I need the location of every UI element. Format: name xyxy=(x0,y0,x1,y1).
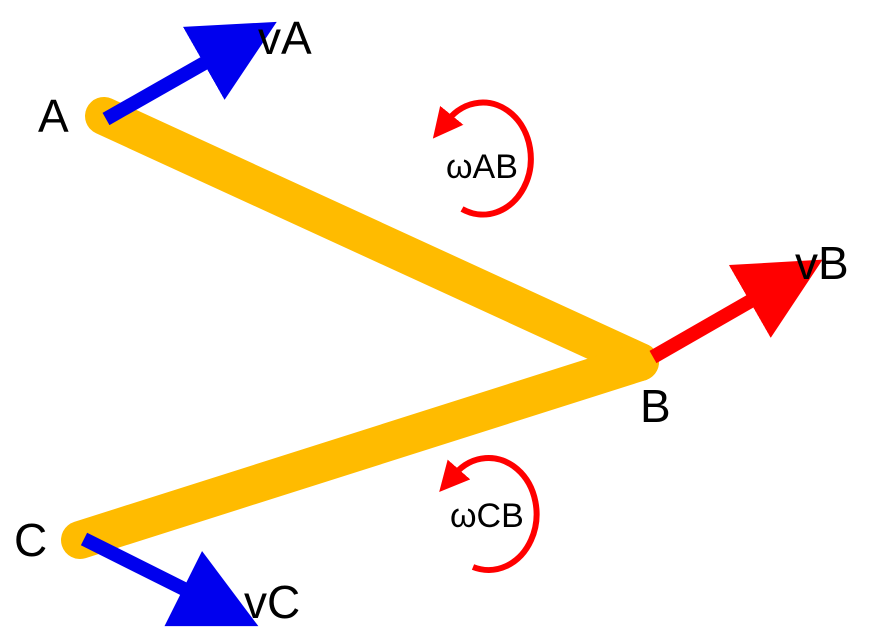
omega-cb-label: ωCB xyxy=(450,497,524,535)
link-bc xyxy=(61,343,659,559)
omega-ab-arc-icon xyxy=(432,99,534,218)
velocity-a-label: vA xyxy=(258,12,312,64)
link-ab xyxy=(85,97,659,381)
omega-ab-label: ωAB xyxy=(446,148,518,186)
velocity-arrow-b xyxy=(649,259,823,364)
velocity-c-label: vC xyxy=(244,576,300,628)
velocity-arrow-c xyxy=(80,532,259,627)
omega-cb-arc-icon xyxy=(439,455,540,574)
velocity-b-label: vB xyxy=(795,237,849,289)
point-a-label: A xyxy=(38,90,69,142)
point-b-label: B xyxy=(640,380,671,432)
velocity-arrow-a xyxy=(102,21,277,126)
point-c-label: C xyxy=(14,514,47,566)
